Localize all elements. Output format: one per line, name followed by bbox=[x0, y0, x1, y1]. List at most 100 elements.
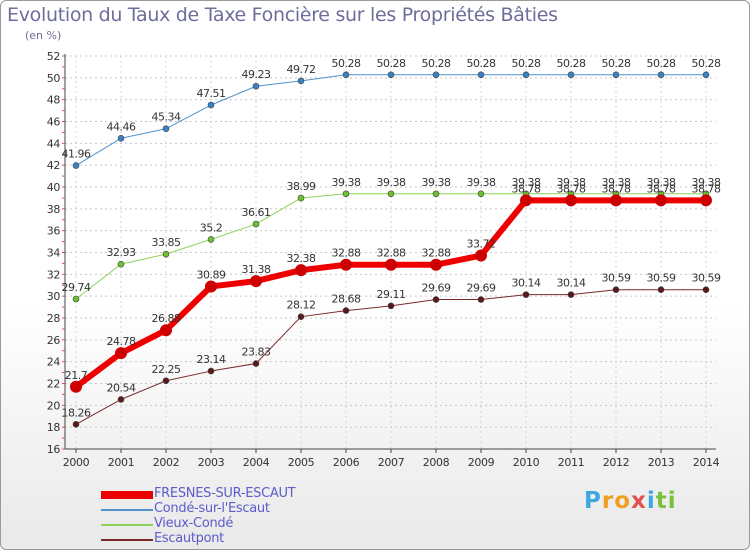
data-point-escautpont bbox=[297, 313, 305, 320]
data-label-fresnes-sur-escaut: 26.88 bbox=[152, 312, 181, 325]
data-label-cond-sur-l-escaut: 50.28 bbox=[512, 57, 541, 70]
data-label-fresnes-sur-escaut: 38.78 bbox=[512, 182, 541, 195]
data-point-cond-sur-l-escaut bbox=[162, 125, 170, 133]
data-label-cond-sur-l-escaut: 44.46 bbox=[107, 120, 136, 133]
data-label-escautpont: 29.69 bbox=[422, 282, 451, 295]
data-label-fresnes-sur-escaut: 38.78 bbox=[647, 182, 676, 195]
x-tick-label: 2003 bbox=[198, 456, 225, 469]
data-point-vieux-cond bbox=[477, 190, 485, 198]
data-point-fresnes-sur-escaut bbox=[700, 194, 712, 207]
legend-swatch bbox=[101, 539, 153, 541]
data-point-fresnes-sur-escaut bbox=[250, 275, 262, 288]
data-point-cond-sur-l-escaut bbox=[252, 82, 260, 90]
data-label-escautpont: 29.69 bbox=[467, 282, 496, 295]
data-point-fresnes-sur-escaut bbox=[295, 264, 307, 277]
data-label-escautpont: 30.14 bbox=[512, 277, 541, 290]
data-point-cond-sur-l-escaut bbox=[477, 71, 485, 79]
x-tick-label: 2007 bbox=[378, 456, 405, 469]
x-tick-label: 2010 bbox=[513, 456, 540, 469]
logo-letter: o bbox=[614, 488, 632, 514]
data-point-vieux-cond bbox=[207, 236, 215, 243]
legend-swatch bbox=[101, 524, 153, 526]
data-point-vieux-cond bbox=[117, 260, 125, 268]
data-label-cond-sur-l-escaut: 50.28 bbox=[647, 57, 676, 70]
data-label-cond-sur-l-escaut: 50.28 bbox=[557, 57, 586, 70]
data-label-cond-sur-l-escaut: 50.28 bbox=[422, 57, 451, 70]
logo-letter: i bbox=[667, 488, 677, 514]
logo-letter: r bbox=[601, 488, 615, 514]
y-tick-label: 52 bbox=[47, 50, 60, 63]
data-label-cond-sur-l-escaut: 50.28 bbox=[467, 57, 496, 70]
data-label-vieux-cond: 39.38 bbox=[377, 176, 406, 189]
data-point-fresnes-sur-escaut bbox=[160, 324, 172, 337]
data-label-vieux-cond: 29.74 bbox=[62, 281, 91, 294]
data-label-fresnes-sur-escaut: 30.89 bbox=[197, 268, 226, 281]
data-point-escautpont bbox=[657, 286, 665, 294]
data-point-escautpont bbox=[477, 296, 485, 303]
proxiti-logo: Proxiti bbox=[584, 488, 677, 514]
data-point-escautpont bbox=[72, 421, 80, 428]
y-tick-label: 22 bbox=[47, 378, 60, 391]
legend-swatch bbox=[101, 491, 153, 499]
y-tick-label: 44 bbox=[47, 137, 61, 150]
data-label-fresnes-sur-escaut: 38.78 bbox=[602, 182, 631, 195]
x-tick-label: 2000 bbox=[63, 456, 90, 469]
y-tick-label: 26 bbox=[47, 334, 61, 347]
data-label-escautpont: 30.59 bbox=[692, 272, 721, 285]
data-label-escautpont: 30.59 bbox=[602, 272, 631, 285]
data-label-fresnes-sur-escaut: 32.88 bbox=[332, 247, 361, 260]
data-point-cond-sur-l-escaut bbox=[342, 71, 350, 79]
data-label-vieux-cond: 39.38 bbox=[422, 176, 451, 189]
data-point-fresnes-sur-escaut bbox=[430, 258, 442, 271]
data-point-fresnes-sur-escaut bbox=[205, 280, 217, 293]
chart-subtitle: (en %) bbox=[25, 29, 62, 42]
data-point-escautpont bbox=[252, 360, 260, 367]
data-label-escautpont: 28.68 bbox=[332, 293, 361, 306]
legend-label: Condé-sur-l'Escaut bbox=[154, 501, 270, 516]
data-point-fresnes-sur-escaut bbox=[340, 258, 352, 271]
data-point-escautpont bbox=[117, 396, 125, 403]
data-point-escautpont bbox=[702, 286, 710, 294]
chart-title: Evolution du Taux de Taxe Foncière sur l… bbox=[7, 4, 558, 26]
y-tick-label: 40 bbox=[47, 181, 61, 194]
data-point-cond-sur-l-escaut bbox=[72, 162, 80, 169]
data-label-vieux-cond: 39.38 bbox=[602, 176, 631, 189]
data-label-vieux-cond: 39.38 bbox=[692, 176, 721, 189]
data-point-vieux-cond bbox=[162, 250, 170, 258]
data-point-vieux-cond bbox=[297, 194, 305, 202]
x-tick-label: 2001 bbox=[108, 456, 134, 469]
data-point-fresnes-sur-escaut bbox=[115, 347, 127, 360]
logo-letter: P bbox=[584, 488, 602, 514]
data-label-escautpont: 23.83 bbox=[242, 346, 271, 359]
data-label-vieux-cond: 39.38 bbox=[557, 176, 586, 189]
data-label-escautpont: 30.59 bbox=[647, 272, 676, 285]
data-label-vieux-cond: 38.99 bbox=[287, 180, 316, 193]
x-tick-label: 2009 bbox=[468, 456, 495, 469]
data-label-vieux-cond: 39.38 bbox=[332, 176, 361, 189]
data-point-fresnes-sur-escaut bbox=[70, 380, 82, 393]
data-label-cond-sur-l-escaut: 50.28 bbox=[332, 57, 361, 70]
y-tick-label: 38 bbox=[47, 203, 61, 216]
x-tick-label: 2014 bbox=[693, 456, 720, 469]
data-label-fresnes-sur-escaut: 21.7 bbox=[65, 369, 88, 382]
data-point-escautpont bbox=[432, 296, 440, 303]
data-label-cond-sur-l-escaut: 41.96 bbox=[62, 148, 91, 161]
data-point-cond-sur-l-escaut bbox=[702, 71, 710, 79]
data-label-fresnes-sur-escaut: 33.72 bbox=[467, 238, 496, 251]
y-tick-label: 46 bbox=[47, 116, 61, 129]
y-tick-label: 34 bbox=[47, 247, 61, 260]
data-point-fresnes-sur-escaut bbox=[655, 194, 667, 207]
data-label-vieux-cond: 32.93 bbox=[107, 246, 136, 259]
data-label-vieux-cond: 39.38 bbox=[647, 176, 676, 189]
data-point-cond-sur-l-escaut bbox=[657, 71, 665, 79]
data-label-cond-sur-l-escaut: 50.28 bbox=[602, 57, 631, 70]
data-label-fresnes-sur-escaut: 38.78 bbox=[692, 182, 721, 195]
y-tick-label: 18 bbox=[47, 421, 61, 434]
data-point-vieux-cond bbox=[72, 295, 80, 303]
legend-label: Escautpont bbox=[154, 531, 224, 546]
legend-label: Vieux-Condé bbox=[154, 516, 234, 531]
data-point-cond-sur-l-escaut bbox=[567, 71, 575, 79]
y-tick-label: 42 bbox=[47, 159, 60, 172]
data-label-escautpont: 30.14 bbox=[557, 277, 586, 290]
